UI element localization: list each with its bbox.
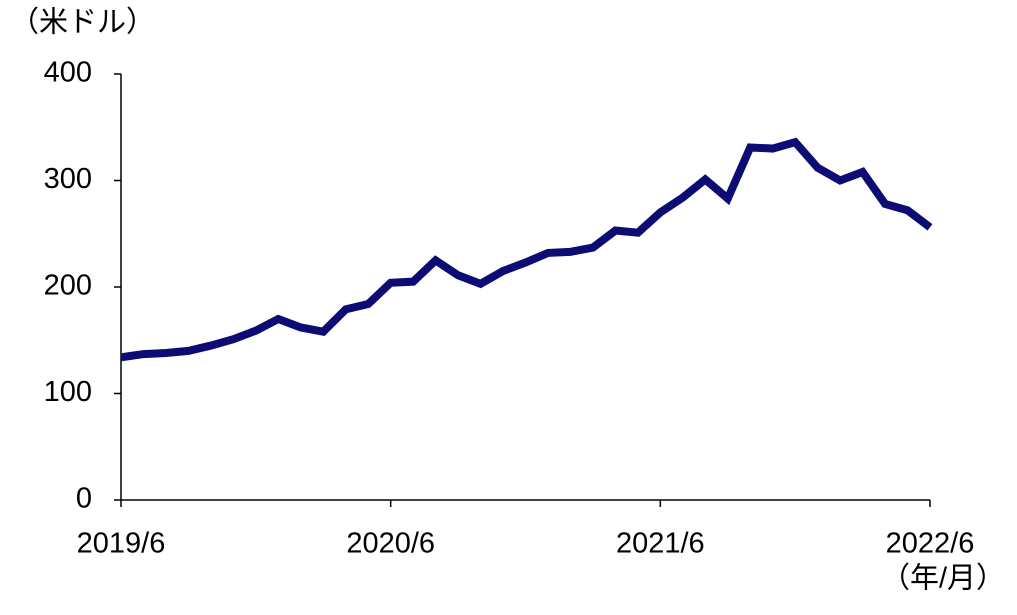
y-tick-label: 300 <box>44 163 92 195</box>
x-tick-label: 2020/6 <box>346 528 435 560</box>
x-tick-label: 2022/6 <box>886 528 975 560</box>
y-tick-label: 100 <box>44 376 92 408</box>
y-tick-label: 0 <box>76 483 92 515</box>
y-tick-label: 200 <box>44 270 92 302</box>
x-tick-label: 2021/6 <box>616 528 705 560</box>
x-tick-label: 2019/6 <box>77 528 166 560</box>
x-unit: （年/月） <box>881 562 1005 595</box>
line <box>120 137 933 362</box>
y-tick-label: 400 <box>44 57 92 89</box>
y-unit: （米ドル） <box>10 6 155 39</box>
